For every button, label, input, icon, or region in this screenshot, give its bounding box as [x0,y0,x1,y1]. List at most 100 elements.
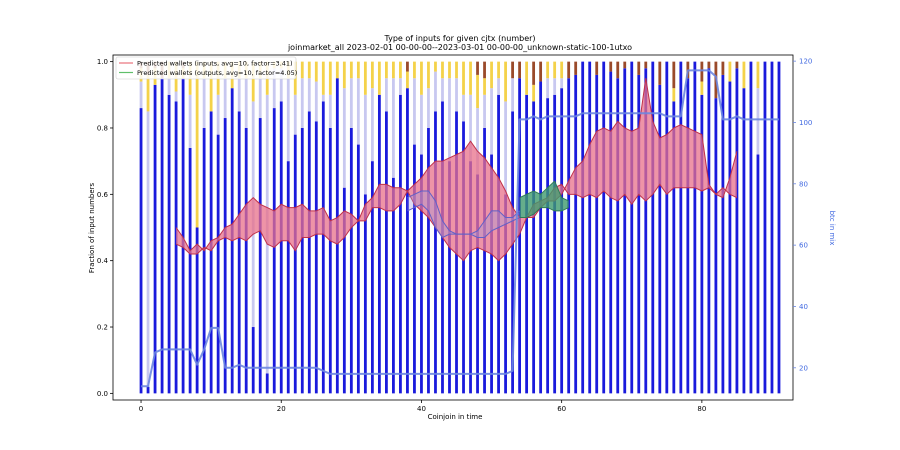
bar-segment-fresh [679,61,683,394]
bar-segment-fresh [167,94,171,394]
bar-segment-remix [385,78,388,112]
bar-segment-remix [434,71,437,112]
bar-segment-friends [504,61,507,102]
legend-label-inputs: Predicted wallets (inputs, avg=10, facto… [137,60,293,68]
bar-segment-fresh [244,127,248,394]
bar-segment-other [511,61,514,79]
bar-segment-fresh [188,147,192,394]
bar-segment-remix [441,78,444,102]
bar-segment-friends [392,61,395,79]
inputs-wallets-band-area [176,78,737,261]
y2-tick-label: 100 [799,119,812,127]
mid-band-area [407,191,520,238]
bar-segment-fresh [399,94,402,394]
bar-segment-other [658,61,662,85]
bar-segment-fresh [483,127,486,394]
bar-segment-other [721,61,725,75]
bar-segment-remix [448,78,451,162]
bar-segment-remix [469,94,472,162]
y-tick-label: 0.0 [97,390,108,398]
bar-segment-friends [497,61,500,79]
bar-segment-friends [146,74,150,112]
bar-segment-fresh [686,78,690,394]
bar-segment-remix [258,78,262,119]
bar-segment-remix [546,78,550,99]
bar-segment-remix [244,78,248,128]
bar-segment-friends [314,61,318,82]
bar-segment-fresh [314,121,318,394]
bar-segment-fresh [532,101,536,394]
bar-segment-fresh [385,111,388,394]
bar-segment-fresh [356,144,360,394]
bar-segment-remix [497,78,500,95]
bar-segment-fresh [363,194,367,394]
bar-segment-fresh [651,61,655,394]
bar-segment-friends [448,61,451,79]
bar-segment-fresh [504,194,507,394]
bar-segment-fresh [377,94,381,394]
inputs-wallets-band-upper-line [175,78,738,252]
bar-segment-remix [174,91,178,102]
bar-segment-friends [546,61,550,79]
bar-segment-friends [307,61,311,79]
bar-segment-remix [553,78,557,95]
bar-segment-fresh [469,161,472,394]
bar-segment-remix [356,78,360,145]
bar-segment-friends [420,61,423,95]
bar-segment-friends [356,61,360,79]
bar-segment-other [574,61,578,75]
bar-segment-friends [399,61,402,79]
bar-segment-friends [377,61,381,95]
bar-segment-fresh [139,108,143,394]
bar-segment-other [609,61,613,72]
bar-segment-fresh [756,154,760,394]
x-tick-label: 0 [139,405,143,413]
bar-segment-friends [455,61,458,79]
bar-segment-fresh [749,61,753,394]
bar-segment-fresh [511,111,514,394]
bar-segment-friends [742,61,746,89]
bar-segment-fresh [644,68,648,394]
bar-segment-fresh [237,111,241,394]
legend-box [115,56,297,80]
bar-segment-remix [321,94,325,102]
bar-segment-fresh [490,154,493,394]
bar-segment-remix [139,81,143,109]
bar-segment-friends [441,61,444,79]
bar-segment-remix [146,111,150,387]
bar-segment-fresh [714,98,718,394]
bar-segment-fresh [448,161,451,394]
x-tick-label: 20 [277,405,286,413]
x-tick-label: 60 [557,405,566,413]
bar-segment-fresh [581,61,585,394]
y-axis-left: 0.0 0.2 0.4 0.6 0.8 1.0 [97,58,113,398]
bar-segment-fresh [588,61,592,394]
bar-segment-fresh [623,68,627,394]
y2-tick-label: 80 [799,180,808,188]
bar-segment-remix [237,78,241,112]
chart-subtitle: joinmarket_all 2023-02-01 00-00-00--2023… [287,43,632,52]
bar-segment-fresh [476,174,479,394]
bar-segment-other [637,61,641,75]
bar-segment-fresh [427,127,430,394]
y-axis-right: 20 40 60 80 100 120 [793,58,812,372]
y2-axis-label: btc in mix [828,211,836,246]
bar-segment-friends [560,61,564,79]
bar-segment-friends [342,61,346,89]
bar-segment-friends [335,61,339,79]
bar-segment-remix [370,88,374,162]
bar-segment-friends [406,71,409,89]
bar-segment-other [567,61,571,79]
bar-segment-friends [490,61,493,89]
bar-segment-remix [504,101,507,195]
bar-segment-fresh [413,144,416,394]
bar-segment-fresh [258,118,262,394]
bar-segment-remix [167,78,171,95]
bar-segment-fresh [174,101,178,394]
bar-segment-fresh [160,78,164,394]
bar-segment-fresh [574,74,578,394]
mid-band-lower-line [407,203,520,239]
bar-segment-other [700,61,704,82]
bar-segment-remix [279,68,283,102]
